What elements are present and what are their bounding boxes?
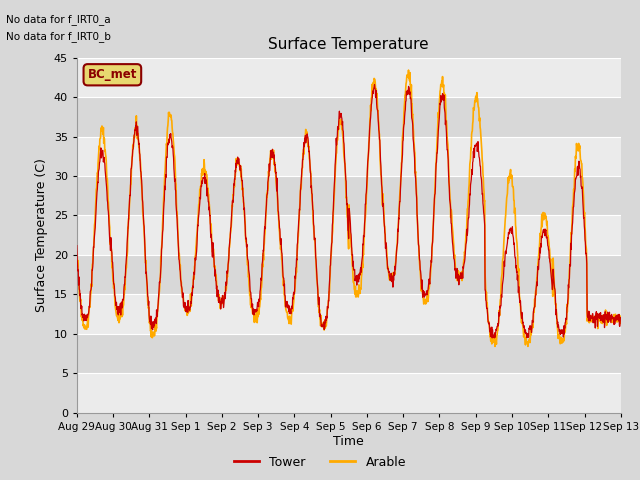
Tower: [73, 243, 81, 249]
Arable: [477, 137, 485, 143]
Arable: [611, 315, 618, 321]
Arable: [557, 338, 565, 344]
Bar: [77, 255, 621, 294]
Arable: [404, 67, 412, 73]
Bar: [77, 58, 621, 97]
Arable: [491, 344, 499, 349]
Text: No data for f_IRT0_a: No data for f_IRT0_a: [6, 14, 111, 25]
Line: Tower: Tower: [77, 84, 621, 338]
Y-axis label: Surface Temperature (C): Surface Temperature (C): [35, 158, 48, 312]
Arable: [73, 244, 81, 250]
Text: BC_met: BC_met: [88, 68, 137, 81]
Arable: [335, 126, 342, 132]
Tower: [371, 82, 378, 87]
X-axis label: Time: Time: [333, 434, 364, 448]
Bar: [77, 176, 621, 216]
Tower: [617, 315, 625, 321]
Bar: [77, 373, 621, 413]
Arable: [617, 313, 625, 319]
Bar: [77, 294, 621, 334]
Title: Surface Temperature: Surface Temperature: [269, 37, 429, 52]
Arable: [324, 304, 332, 310]
Legend: Tower, Arable: Tower, Arable: [229, 451, 411, 474]
Tower: [324, 305, 332, 311]
Bar: [77, 216, 621, 255]
Arable: [158, 241, 166, 247]
Bar: [77, 136, 621, 176]
Tower: [611, 317, 618, 323]
Text: No data for f_IRT0_b: No data for f_IRT0_b: [6, 31, 111, 42]
Bar: [77, 97, 621, 136]
Tower: [490, 335, 498, 341]
Tower: [557, 330, 565, 336]
Bar: [77, 334, 621, 373]
Line: Arable: Arable: [77, 70, 621, 347]
Tower: [477, 175, 485, 180]
Tower: [158, 244, 166, 250]
Tower: [335, 127, 342, 132]
